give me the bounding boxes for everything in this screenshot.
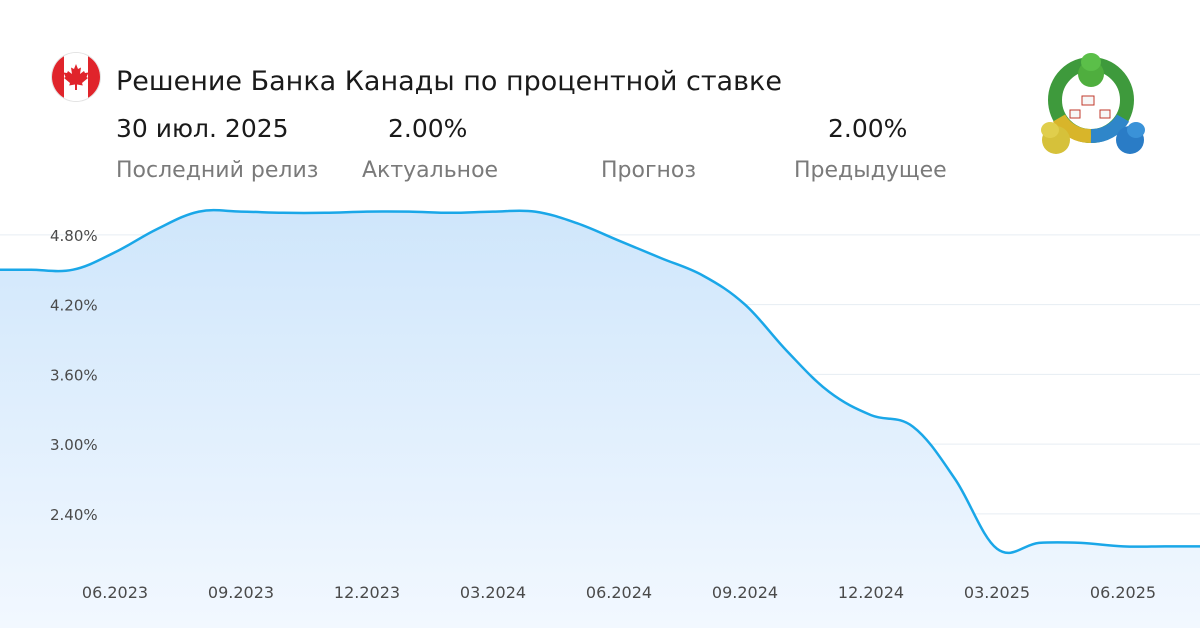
- x-tick-label: 12.2023: [334, 583, 400, 602]
- metatrader-logo-icon: [1030, 48, 1152, 160]
- x-tick-label: 03.2024: [460, 583, 526, 602]
- x-tick-label: 06.2023: [82, 583, 148, 602]
- x-tick-label: 09.2024: [712, 583, 778, 602]
- y-tick-label: 3.60%: [50, 366, 98, 384]
- y-tick-label: 2.40%: [50, 506, 98, 524]
- x-tick-label: 06.2025: [1090, 583, 1156, 602]
- x-tick-label: 03.2025: [964, 583, 1030, 602]
- last-release-value: 30 июл. 2025: [116, 114, 289, 143]
- x-tick-label: 09.2023: [208, 583, 274, 602]
- actual-label: Актуальное: [362, 158, 499, 183]
- series-line: [0, 208, 1200, 555]
- previous-value: 2.00%: [828, 114, 908, 143]
- forecast-label: Прогноз: [601, 158, 697, 183]
- y-tick-label: 4.80%: [50, 227, 98, 245]
- y-tick-label: 4.20%: [50, 297, 98, 315]
- y-tick-label: 3.00%: [50, 436, 98, 454]
- page-title: Решение Банка Канады по процентной ставк…: [116, 66, 782, 97]
- series-area: [0, 210, 1200, 628]
- last-release-label: Последний релиз: [116, 158, 319, 183]
- previous-label: Предыдущее: [794, 158, 947, 183]
- x-tick-label: 06.2024: [586, 583, 652, 602]
- actual-value: 2.00%: [388, 114, 468, 143]
- x-tick-label: 12.2024: [838, 583, 904, 602]
